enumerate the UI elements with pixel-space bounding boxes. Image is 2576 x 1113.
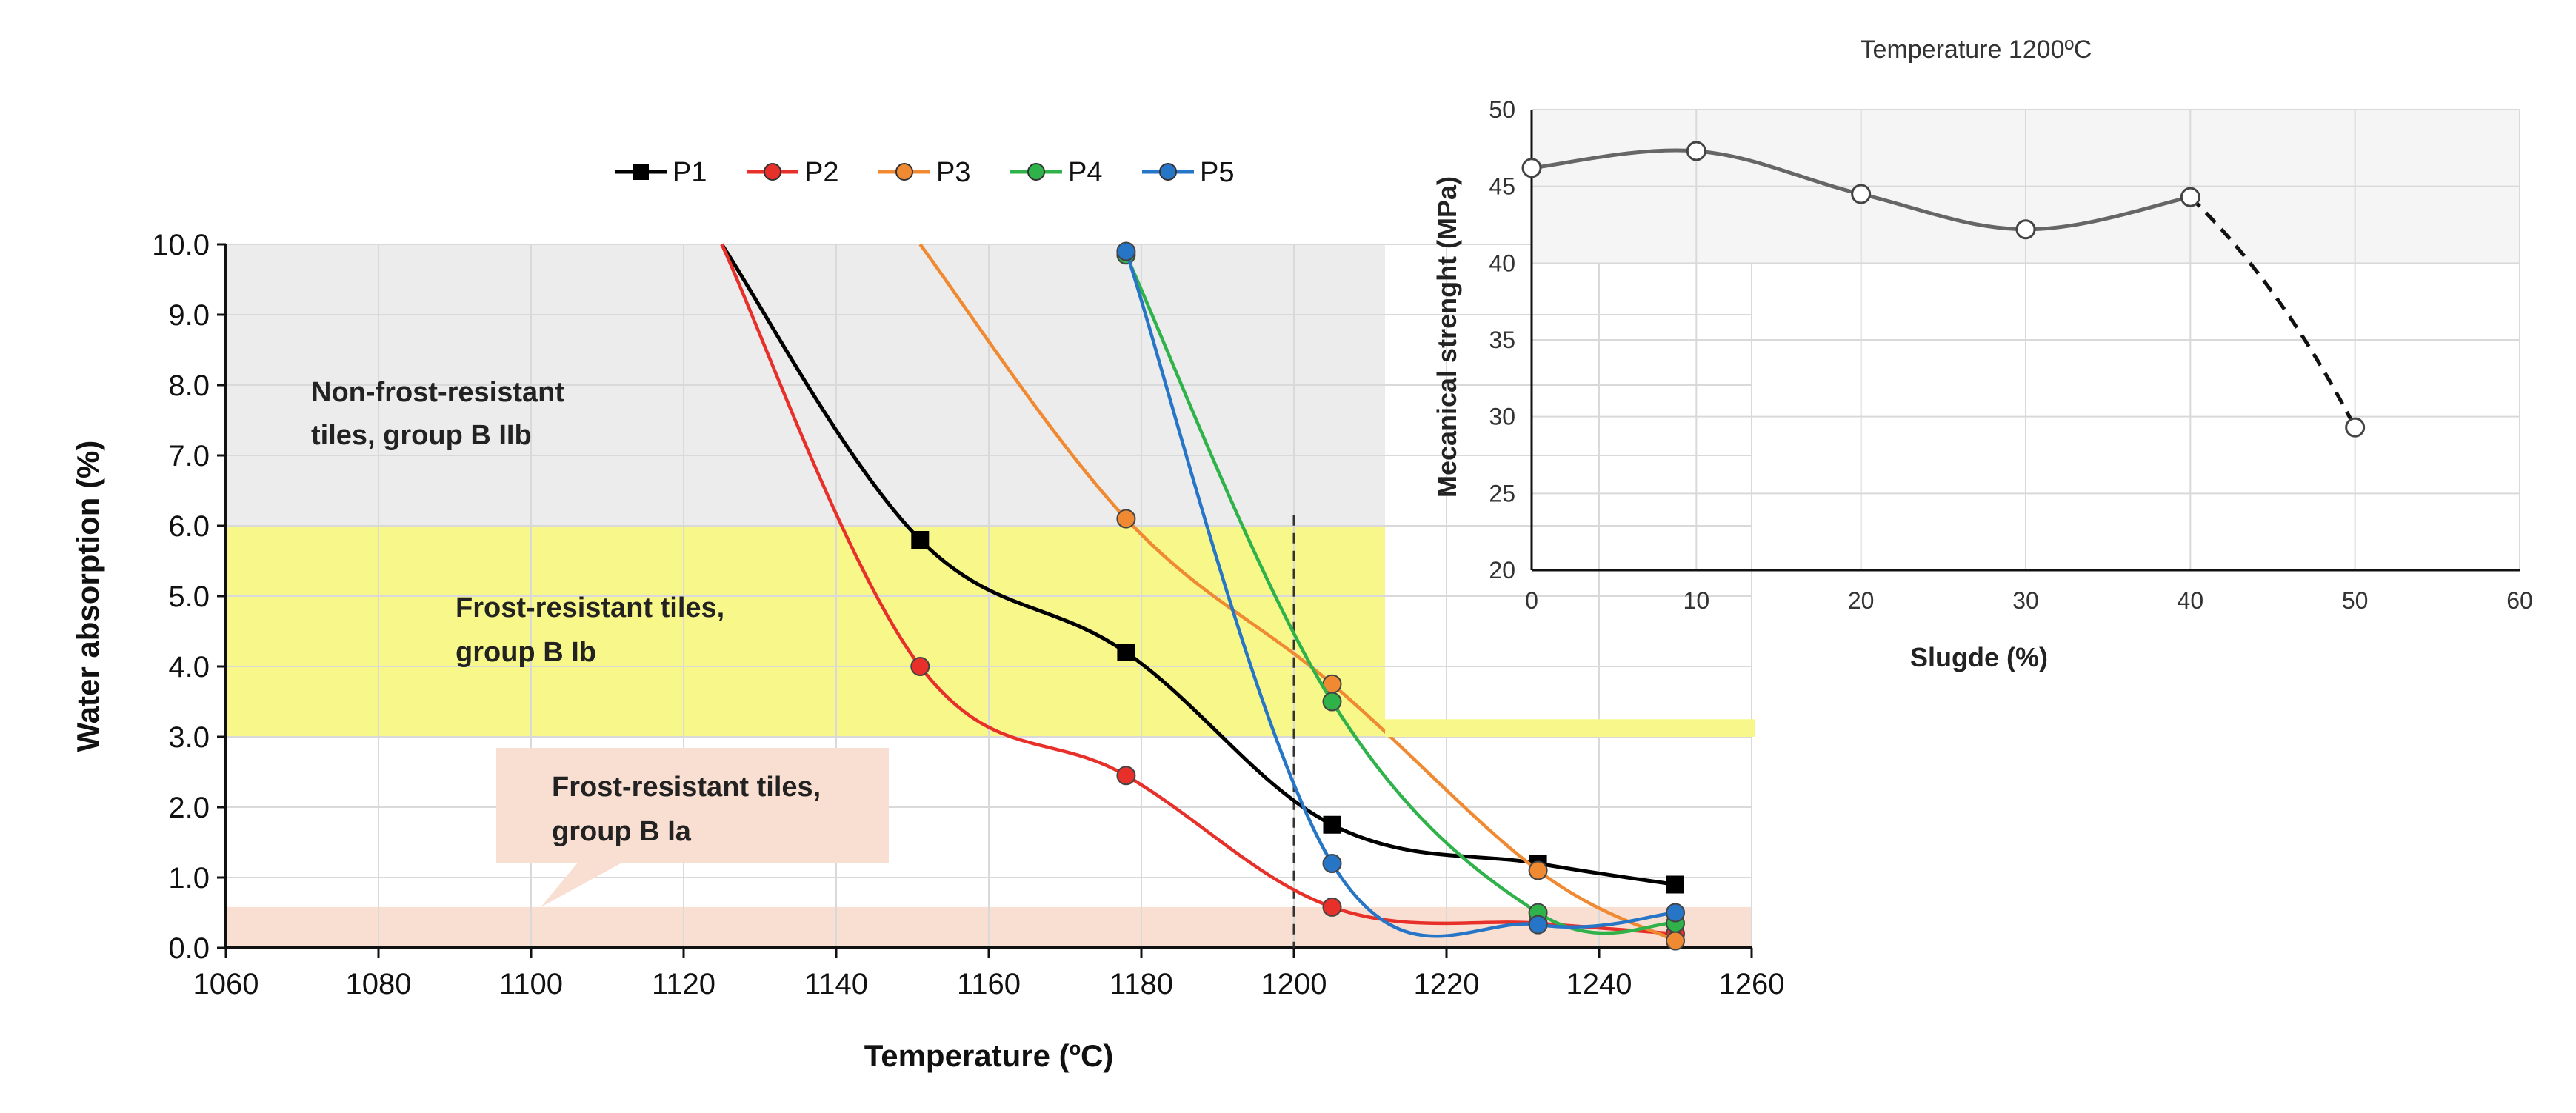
- right-x-tick-label: 40: [2178, 587, 2204, 614]
- left-series: [720, 241, 1685, 951]
- right-x-axis-title: Slugde (%): [1910, 642, 2048, 672]
- right-chart-title: Temperature 1200ºC: [1861, 36, 2092, 64]
- left-axes: [217, 243, 1753, 958]
- series-point-p1: [1117, 644, 1135, 661]
- legend-label-p2: P2: [804, 157, 838, 188]
- legend-label-p3: P3: [936, 157, 970, 188]
- left-y-tick-label: 0.0: [168, 932, 210, 965]
- zone-label-ib-2: group B Ib: [456, 637, 596, 668]
- left-x-axis-title: Temperature (ºC): [864, 1038, 1114, 1073]
- left-y-tick-label: 8.0: [168, 370, 210, 402]
- series-point-p1: [911, 531, 930, 549]
- legend: P1 P2 P3 P4 P5: [615, 157, 1234, 188]
- series-point-p2: [910, 657, 930, 676]
- right-x-tick-label: 0: [1525, 587, 1538, 614]
- left-x-tick-label: 1100: [499, 968, 563, 1000]
- series-point-p1: [1666, 875, 1684, 894]
- left-y-tick-label: 4.0: [168, 651, 210, 683]
- left-x-tick-label: 1140: [804, 968, 868, 1000]
- right-y-tick-label: 35: [1489, 327, 1515, 353]
- right-x-tick-label: 10: [1684, 587, 1710, 614]
- strength-point: [1521, 158, 1542, 178]
- left-x-tick-label: 1180: [1110, 968, 1173, 1000]
- zone-ib-extension: [1385, 719, 1755, 737]
- legend-label-p4: P4: [1068, 157, 1102, 188]
- right-y-axis-title: Mecanical strenght (MPa): [1432, 176, 1462, 498]
- left-y-tick-label: 5.0: [168, 581, 210, 613]
- right-y-tick-label: 40: [1489, 250, 1515, 276]
- left-x-tick-label: 1200: [1261, 968, 1327, 1000]
- strength-point: [2345, 417, 2366, 438]
- series-line-p4: [1124, 254, 1676, 935]
- series-point-p2: [1322, 897, 1342, 917]
- zone-label-nonfrost-1: Non-frost-resistant: [311, 377, 564, 408]
- zone-label-ib-1: Frost-resistant tiles,: [456, 592, 724, 624]
- strength-point: [2180, 187, 2200, 207]
- right-y-tick-label: 30: [1489, 404, 1515, 430]
- left-y-tick-label: 7.0: [168, 440, 210, 472]
- series-point-p5: [1116, 241, 1136, 261]
- right-y-tick-label: 25: [1489, 480, 1515, 507]
- series-line-p5: [1124, 250, 1676, 938]
- left-x-tick-label: 1260: [1719, 968, 1785, 1000]
- callout-b-ia-box: [496, 748, 889, 907]
- series-point-p3: [1666, 931, 1685, 951]
- left-y-axis-title: Water absorption (%): [70, 441, 105, 752]
- legend-label-p1: P1: [673, 157, 707, 188]
- left-y-tick-label: 10.0: [152, 229, 210, 261]
- series-point-p3: [1528, 860, 1548, 880]
- left-x-tick-label: 1220: [1414, 968, 1480, 1000]
- series-point-p5: [1528, 915, 1548, 935]
- mechanical-strength-chart: Temperature 1200ºC 0 10 20 30 40 50 60 20 25 30 35…: [1432, 36, 2533, 672]
- legend-marker-p1: [633, 164, 649, 180]
- left-y-tick-label: 6.0: [168, 510, 210, 543]
- strength-point: [1686, 141, 1706, 161]
- left-x-tick-label: 1240: [1566, 968, 1632, 1000]
- legend-marker-p2: [764, 163, 781, 181]
- left-y-tick-label: 2.0: [168, 792, 210, 824]
- left-y-tick-label: 1.0: [168, 862, 210, 895]
- callout-b-ia: [496, 748, 889, 907]
- water-absorption-chart: 1060 1080 1100 1120 1140 1160 1180 1200 1220 1240…: [70, 157, 1784, 1073]
- legend-marker-p3: [895, 163, 913, 181]
- zone-label-ia-1: Frost-resistant tiles,: [552, 772, 821, 803]
- right-series: [1521, 141, 2366, 438]
- strength-point: [2015, 219, 2036, 240]
- right-y-tick-label: 20: [1489, 557, 1515, 584]
- left-tick-labels: 1060 1080 1100 1120 1140 1160 1180 1200 1220 1240…: [152, 229, 1784, 1000]
- strength-point: [1851, 184, 1872, 204]
- zone-label-ia-2: group B Ia: [552, 816, 692, 847]
- right-x-tick-label: 20: [1848, 587, 1875, 614]
- right-y-tick-label: 50: [1489, 96, 1515, 123]
- right-tick-labels: 0 10 20 30 40 50 60 20 25 30 35 40 45 50: [1489, 96, 2532, 614]
- right-y-tick-label: 45: [1489, 173, 1515, 200]
- series-point-p1: [1323, 815, 1341, 834]
- legend-marker-p5: [1159, 163, 1177, 181]
- right-x-tick-label: 50: [2342, 587, 2369, 614]
- series-point-p2: [1116, 766, 1136, 786]
- series-point-p3: [1116, 509, 1136, 529]
- right-axes: [1530, 110, 2520, 572]
- left-y-tick-label: 9.0: [168, 299, 210, 332]
- series-point-p5: [1666, 903, 1685, 923]
- left-x-tick-label: 1160: [957, 968, 1021, 1000]
- series-point-p4: [1322, 692, 1342, 712]
- right-x-tick-label: 60: [2506, 587, 2533, 614]
- left-x-tick-label: 1060: [193, 968, 259, 1000]
- legend-marker-p4: [1027, 163, 1045, 181]
- series-point-p5: [1322, 854, 1342, 873]
- series-line-p3: [918, 243, 1677, 943]
- strength-line-dashed: [2189, 195, 2357, 429]
- zone-label-nonfrost-2: tiles, group B IIb: [311, 420, 532, 451]
- left-x-tick-label: 1120: [652, 968, 715, 1000]
- zone-frost-resistant-b-ib: [226, 526, 1385, 737]
- legend-label-p5: P5: [1200, 157, 1234, 188]
- left-x-tick-label: 1080: [346, 968, 412, 1000]
- left-y-tick-label: 3.0: [168, 721, 210, 754]
- right-x-tick-label: 30: [2012, 587, 2039, 614]
